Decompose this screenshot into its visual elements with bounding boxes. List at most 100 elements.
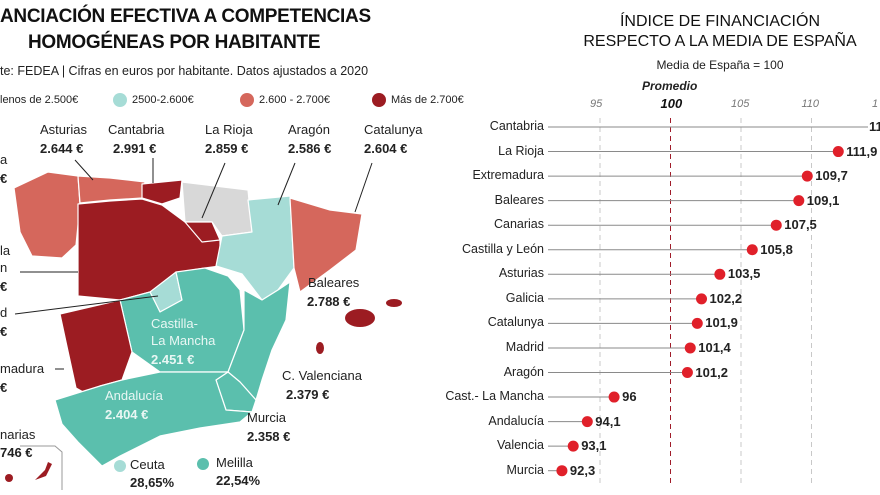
row-label: Castilla y León xyxy=(462,241,544,256)
data-dot xyxy=(691,317,703,329)
map-title-line2: HOMOGÉNEAS POR HABITANTE xyxy=(28,32,321,53)
row-label: Canarias xyxy=(493,217,544,232)
reference-label: Promedio xyxy=(642,79,698,93)
row-label: La Rioja xyxy=(498,143,544,158)
legend-label: Más de 2.700€ xyxy=(391,94,464,106)
row-label: Murcia xyxy=(506,462,544,477)
value-label: 11 xyxy=(869,119,880,134)
label-melilla: Melilla xyxy=(216,455,253,470)
value-murcia: 2.358 € xyxy=(247,429,291,444)
value-baleares: 2.788 € xyxy=(307,294,351,309)
data-dot xyxy=(684,342,696,354)
row-label: Cast.- La Mancha xyxy=(445,389,544,404)
melilla-dot xyxy=(197,458,209,470)
data-dot xyxy=(746,244,758,256)
region-andalucia xyxy=(54,371,253,467)
map-source: te: FEDEA | Cifras en euros por habitant… xyxy=(0,64,369,78)
value-andalucia: 2.404 € xyxy=(105,407,149,422)
canarias-inset-frame xyxy=(20,445,63,490)
x-tick-label: 105 xyxy=(731,98,750,110)
leader-lines xyxy=(14,158,373,370)
x-tick-label: 1 xyxy=(872,98,879,110)
legend-label: 2500-2.600€ xyxy=(132,94,194,106)
island-ibiza xyxy=(316,342,324,354)
data-dot xyxy=(567,440,579,452)
value-cantabria: 2.991 € xyxy=(113,141,157,156)
value-label: 101,4 xyxy=(698,339,731,355)
label-valencia: C. Valenciana xyxy=(282,368,362,383)
value-madrid: € xyxy=(0,324,8,339)
legend-swatch xyxy=(113,93,127,107)
value-label: 105,8 xyxy=(760,241,793,257)
island-menorca xyxy=(386,299,402,307)
chart-title-line1: ÍNDICE DE FINANCIACIÓN xyxy=(619,13,820,30)
value-catalunya: 2.604 € xyxy=(364,141,408,156)
label-catalunya: Catalunya xyxy=(364,122,423,137)
label-murcia: Murcia xyxy=(247,410,287,425)
legend-swatch xyxy=(372,93,386,107)
legend-item-2600-2700: 2.600 - 2.700€ xyxy=(240,93,330,107)
data-dot xyxy=(581,416,593,428)
label-cyl-1: la xyxy=(0,243,11,258)
row-label: Catalunya xyxy=(487,315,544,330)
ceuta-dot xyxy=(114,460,126,472)
x-tick-label: 95 xyxy=(590,98,603,110)
value-label: 96 xyxy=(622,389,637,405)
data-dot xyxy=(556,465,568,477)
island-canarias-east xyxy=(35,462,52,480)
region-galicia xyxy=(13,171,81,259)
value-label: 107,5 xyxy=(784,217,817,233)
chart-title-line2: RESPECTO A LA MEDIA DE ESPAÑA xyxy=(583,33,857,50)
value-label: 92,3 xyxy=(569,462,596,478)
value-melilla: 22,54% xyxy=(216,473,261,488)
label-aragon: Aragón xyxy=(288,122,330,137)
spain-map xyxy=(5,158,402,490)
row-label: Madrid xyxy=(505,339,544,354)
row-label: Extremadura xyxy=(472,168,544,183)
data-dot xyxy=(681,367,693,378)
value-valencia: 2.379 € xyxy=(286,387,330,402)
value-galicia: € xyxy=(0,171,8,186)
label-clm-2: La Mancha xyxy=(151,333,216,348)
data-dot xyxy=(793,195,805,207)
row-label: Cantabria xyxy=(489,119,544,133)
legend-item-over-2700: Más de 2.700€ xyxy=(372,93,464,107)
label-cantabria: Cantabria xyxy=(108,122,165,137)
label-andalucia: Andalucía xyxy=(105,388,163,403)
row-label: Galicia xyxy=(505,290,544,305)
map-title-line1: ANCIACIÓN EFECTIVA A COMPETENCIAS xyxy=(0,6,371,27)
legend-swatch xyxy=(240,93,254,107)
label-madrid: d xyxy=(0,305,8,320)
legend-item-under-2500: lenos de 2.500€ xyxy=(0,94,78,106)
island-canarias-west xyxy=(5,474,13,482)
chart-subtitle: Media de España = 100 xyxy=(656,58,784,72)
value-extremadura: € xyxy=(0,380,8,395)
label-galicia: a xyxy=(0,152,8,167)
region-cantabria xyxy=(141,179,183,205)
label-la-rioja: La Rioja xyxy=(205,122,253,137)
x-tick-label: 100 xyxy=(660,96,683,111)
value-label: 101,9 xyxy=(705,315,738,331)
data-dot xyxy=(770,219,782,231)
label-cyl-2: n xyxy=(0,260,8,275)
data-dot xyxy=(714,268,726,280)
legend-label: 2.600 - 2.700€ xyxy=(259,94,330,106)
value-label: 94,1 xyxy=(595,413,621,429)
row-label: Valencia xyxy=(496,438,544,453)
value-label: 111,9 xyxy=(846,143,878,159)
value-label: 93,1 xyxy=(581,438,607,454)
value-label: 103,5 xyxy=(727,266,761,282)
label-clm-1: Castilla- xyxy=(151,316,198,331)
data-dot xyxy=(608,391,620,403)
data-dot xyxy=(832,146,844,158)
label-canarias: narias xyxy=(0,427,36,442)
row-label: Baleares xyxy=(494,192,544,207)
value-label: 109,7 xyxy=(815,168,848,184)
legend-item-2500-2600: 2500-2.600€ xyxy=(113,93,194,107)
data-dot xyxy=(696,293,708,305)
x-tick-label: 110 xyxy=(801,98,820,110)
region-valencia xyxy=(227,281,291,401)
data-dot xyxy=(801,170,813,182)
value-label: 109,1 xyxy=(806,192,840,208)
